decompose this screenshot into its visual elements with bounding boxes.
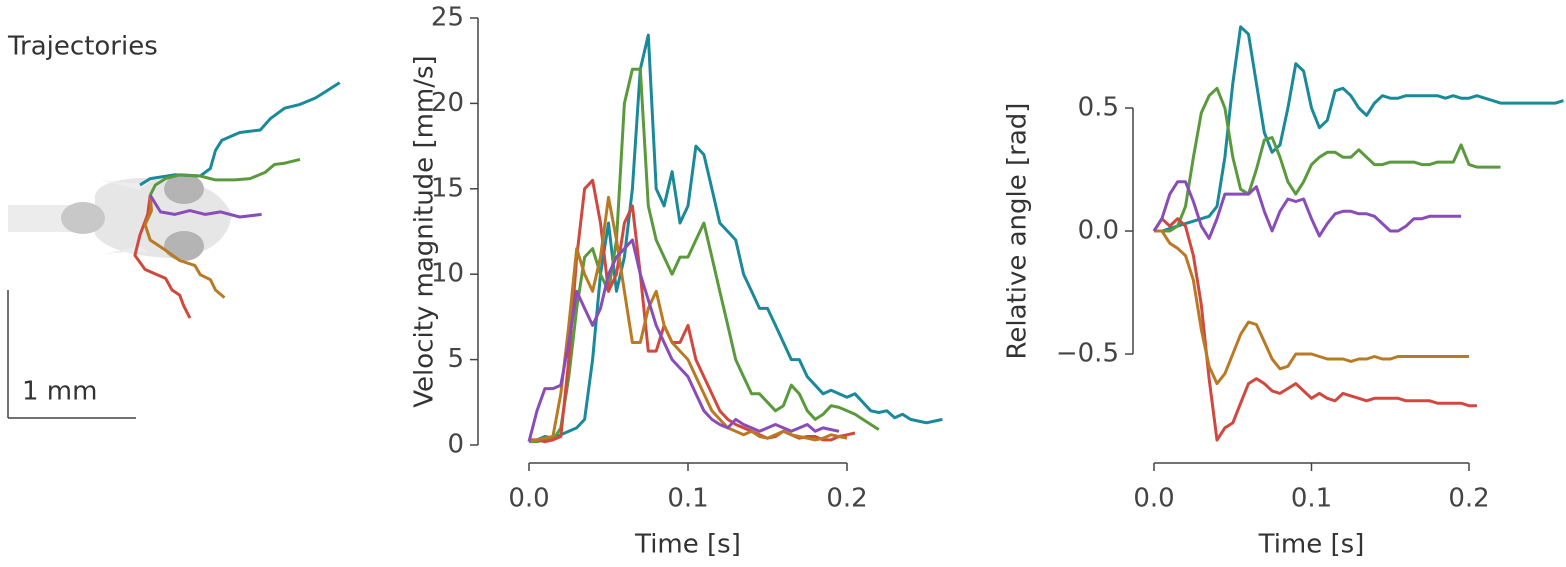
x-axis-label: Time [s]	[1258, 530, 1365, 560]
y-axis-label: Relative angle [rad]	[1003, 103, 1033, 360]
fish-head	[95, 177, 232, 258]
line	[1154, 229, 1469, 386]
fish-eye	[164, 174, 204, 204]
y-tick-label: 0.5	[1078, 93, 1119, 123]
line	[528, 33, 943, 444]
y-tick-label: 25	[431, 3, 464, 33]
fish-bladder	[61, 202, 105, 234]
x-tick-label: 0.2	[826, 484, 867, 514]
fish-larva	[8, 174, 232, 261]
y-tick-label: −0.5	[1056, 339, 1119, 369]
y-tick-label: 20	[431, 88, 464, 118]
trajectory	[143, 195, 226, 299]
x-tick-label: 0.2	[1448, 484, 1489, 514]
line	[1154, 25, 1564, 233]
y-axis-label: Velocity magnitude [mm/s]	[410, 55, 440, 407]
line	[527, 238, 840, 442]
x-tick-label: 0.0	[1133, 484, 1174, 514]
x-tick-label: 0.1	[1291, 484, 1332, 514]
fish-eye	[164, 231, 204, 261]
y-tick-label: 0	[447, 430, 464, 460]
y-tick-label: 10	[431, 259, 464, 289]
line	[528, 195, 848, 444]
y-tick-label: 15	[431, 173, 464, 203]
panel-title: Trajectories	[7, 32, 158, 62]
line	[1152, 180, 1462, 240]
x-axis-label: Time [s]	[634, 530, 741, 560]
y-tick-label: 5	[447, 344, 464, 374]
line	[529, 67, 880, 444]
x-tick-label: 0.1	[667, 484, 708, 514]
trajectory	[148, 157, 301, 196]
scale-bar-label: 1 mm	[22, 377, 97, 407]
x-tick-label: 0.0	[508, 484, 549, 514]
line	[1154, 86, 1501, 233]
y-tick-label: 0.0	[1078, 216, 1119, 246]
trajectory	[139, 81, 341, 187]
trajectory	[148, 194, 262, 219]
